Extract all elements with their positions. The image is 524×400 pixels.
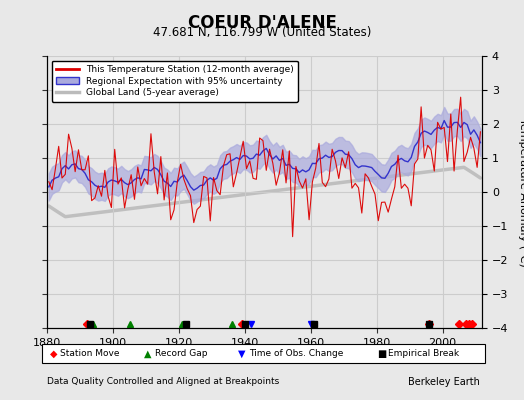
Text: ▲: ▲	[144, 349, 151, 359]
Text: Empirical Break: Empirical Break	[388, 350, 459, 358]
Text: Record Gap: Record Gap	[155, 350, 207, 358]
Y-axis label: Temperature Anomaly (°C): Temperature Anomaly (°C)	[518, 118, 524, 266]
Text: ▼: ▼	[238, 349, 246, 359]
Text: Data Quality Controlled and Aligned at Breakpoints: Data Quality Controlled and Aligned at B…	[47, 378, 279, 386]
Legend: This Temperature Station (12-month average), Regional Expectation with 95% uncer: This Temperature Station (12-month avera…	[52, 60, 298, 102]
Text: 47.681 N, 116.799 W (United States): 47.681 N, 116.799 W (United States)	[153, 26, 371, 39]
Text: ◆: ◆	[50, 349, 57, 359]
Text: Berkeley Earth: Berkeley Earth	[408, 377, 479, 387]
Text: Time of Obs. Change: Time of Obs. Change	[249, 350, 343, 358]
Text: ■: ■	[377, 349, 387, 359]
Text: COEUR D'ALENE: COEUR D'ALENE	[188, 14, 336, 32]
Text: Station Move: Station Move	[60, 350, 120, 358]
